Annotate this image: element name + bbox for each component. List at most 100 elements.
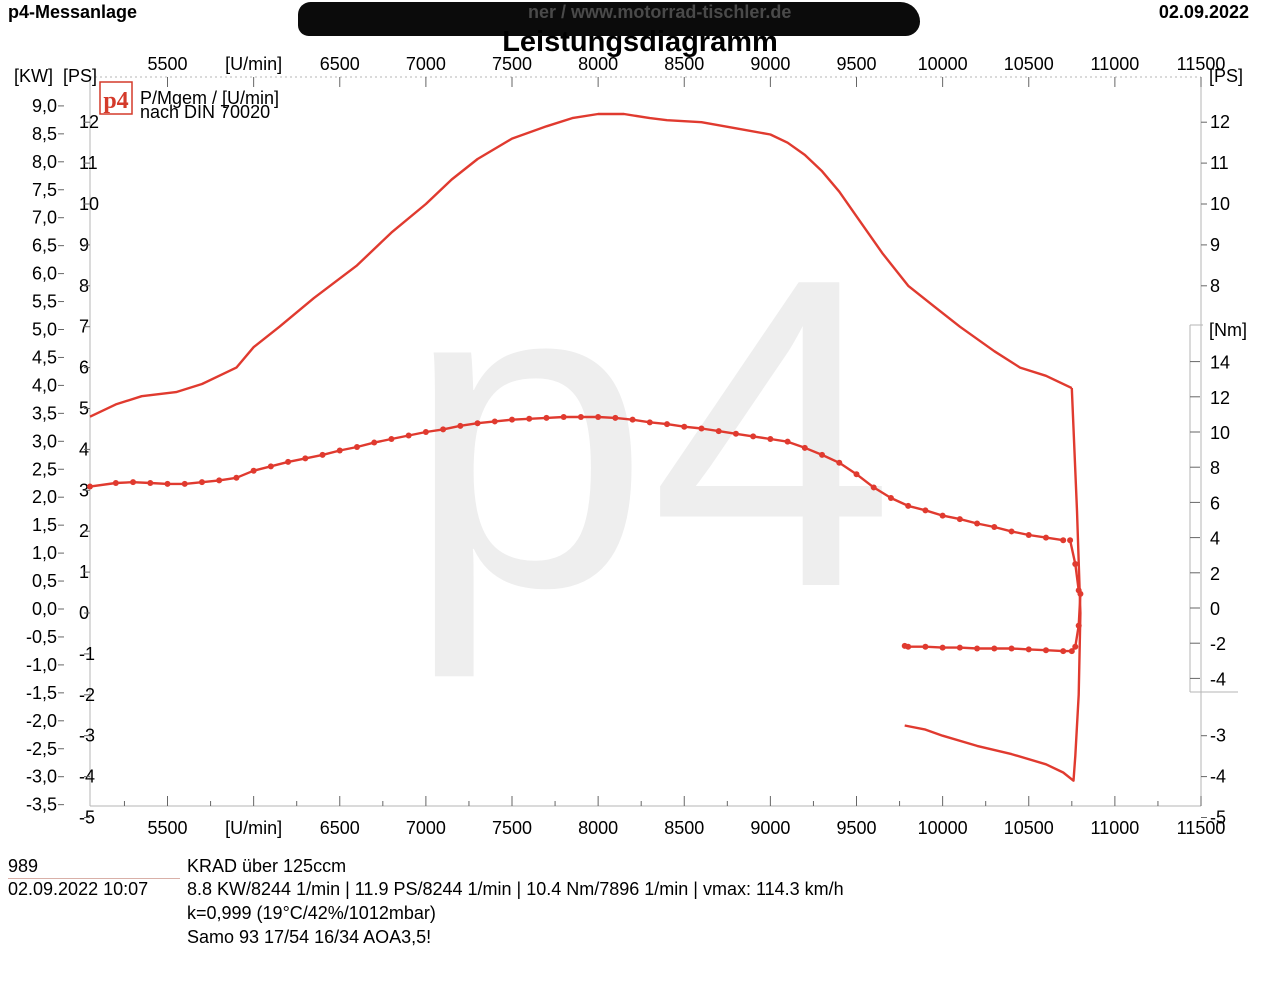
chart-title: Leistungsdiagramm bbox=[502, 26, 778, 58]
x-tick-label-top: 9500 bbox=[836, 54, 876, 74]
kw-tick-label: -1,0 bbox=[26, 655, 57, 675]
torque-runout-marker bbox=[1060, 648, 1067, 655]
torque-curve-marker bbox=[216, 477, 223, 484]
torque-curve-marker bbox=[147, 480, 154, 487]
kw-tick-label: 7,0 bbox=[32, 208, 57, 228]
kw-tick-label: 4,0 bbox=[32, 375, 57, 395]
x-tick-label-bottom: 11000 bbox=[1091, 818, 1140, 838]
kw-tick-label: 0,0 bbox=[32, 599, 57, 619]
nm-tick-label: 12 bbox=[1210, 388, 1230, 408]
torque-runout-marker bbox=[1008, 645, 1015, 652]
x-tick-label-top: 7000 bbox=[406, 54, 446, 74]
torque-runout-marker bbox=[974, 645, 981, 652]
torque-curve-marker bbox=[629, 416, 636, 423]
legend-line-2: nach DIN 70020 bbox=[140, 102, 270, 122]
torque-curve-marker bbox=[750, 433, 757, 440]
torque-runout-marker bbox=[1068, 648, 1075, 655]
nm-tick-label: 6 bbox=[1210, 493, 1220, 513]
ps-right-tick-label: -5 bbox=[1210, 808, 1226, 828]
nm-tick-label: 0 bbox=[1210, 599, 1220, 619]
ps-right-axis-unit: [PS] bbox=[1209, 66, 1243, 86]
x-tick-label-top: [U/min] bbox=[225, 54, 282, 74]
results-summary: 8.8 KW/8244 1/min | 11.9 PS/8244 1/min |… bbox=[187, 879, 844, 899]
run-timestamp: 02.09.2022 10:07 bbox=[8, 879, 149, 899]
kw-tick-label: 3,5 bbox=[32, 403, 57, 423]
redaction-bar: ner / www.motorrad-tischler.de bbox=[298, 2, 920, 36]
torque-curve-marker bbox=[353, 443, 360, 450]
torque-curve-marker bbox=[1025, 531, 1032, 538]
torque-curve-marker bbox=[543, 414, 550, 421]
ps-right-tick-label: 12 bbox=[1210, 112, 1230, 132]
torque-curve-marker bbox=[784, 438, 791, 445]
torque-curve-marker bbox=[698, 425, 705, 432]
correction-conditions: k=0,999 (19°C/42%/1012mbar) bbox=[187, 903, 436, 923]
kw-tick-label: 3,0 bbox=[32, 431, 57, 451]
kw-tick-label: -2,0 bbox=[26, 711, 57, 731]
torque-curve-marker bbox=[250, 467, 257, 474]
torque-curve-marker bbox=[336, 447, 343, 454]
run-id-underline bbox=[8, 878, 180, 879]
torque-curve-marker bbox=[233, 474, 240, 481]
power-runout-line bbox=[904, 388, 1082, 782]
torque-curve-marker bbox=[853, 471, 860, 478]
x-tick-label-top: 10500 bbox=[1004, 54, 1054, 74]
kw-tick-label: 4,5 bbox=[32, 347, 57, 367]
torque-curve-marker bbox=[732, 430, 739, 437]
torque-curve-marker bbox=[887, 495, 894, 501]
torque-runout-marker bbox=[939, 644, 946, 651]
kw-tick-label: 0,5 bbox=[32, 571, 57, 591]
nm-tick-label: 4 bbox=[1210, 529, 1220, 549]
x-tick-label-bottom: 10000 bbox=[918, 818, 968, 838]
torque-curve-marker bbox=[905, 502, 912, 509]
x-tick-label-bottom: [U/min] bbox=[225, 818, 282, 838]
torque-curve-marker bbox=[130, 479, 137, 486]
torque-curve-marker bbox=[595, 414, 602, 421]
torque-curve-marker bbox=[198, 479, 205, 486]
ps-right-tick-label: 8 bbox=[1210, 276, 1220, 296]
x-tick-label-bottom: 7000 bbox=[406, 818, 446, 838]
nm-tick-label: 2 bbox=[1210, 564, 1220, 584]
kw-tick-label: 1,5 bbox=[32, 515, 57, 535]
nm-tick-label: -2 bbox=[1210, 634, 1226, 654]
x-tick-label-bottom: 8000 bbox=[578, 818, 618, 838]
nm-tick-label: 8 bbox=[1210, 458, 1220, 478]
run-id: 989 bbox=[8, 856, 39, 876]
x-tick-label-bottom: 9500 bbox=[836, 818, 876, 838]
torque-curve-marker bbox=[87, 483, 93, 490]
torque-runout-marker bbox=[922, 643, 929, 650]
torque-curve-marker bbox=[319, 451, 326, 458]
torque-curve-marker bbox=[991, 524, 998, 531]
legend-logo-text: p4 bbox=[103, 88, 128, 114]
kw-tick-label: 7,5 bbox=[32, 180, 57, 200]
torque-curve-marker bbox=[939, 512, 946, 519]
x-tick-label-bottom: 10500 bbox=[1004, 818, 1054, 838]
torque-curve-marker bbox=[509, 416, 516, 423]
ps-right-tick-label: 9 bbox=[1210, 235, 1220, 255]
torque-curve-marker bbox=[560, 414, 567, 421]
x-tick-label-top: 7500 bbox=[492, 54, 532, 74]
x-tick-label-top: 11000 bbox=[1091, 54, 1140, 74]
torque-curve-marker bbox=[1060, 537, 1067, 544]
legend-line-1: P/Mgem / [U/min] bbox=[140, 88, 279, 108]
torque-curve-marker bbox=[664, 421, 671, 428]
nm-tick-label: 10 bbox=[1210, 423, 1230, 443]
torque-curve-marker bbox=[112, 480, 119, 487]
x-tick-label-top: 8500 bbox=[664, 54, 704, 74]
torque-curve-marker bbox=[440, 426, 447, 433]
power-curve-line bbox=[89, 112, 1073, 418]
torque-curve-marker bbox=[164, 480, 171, 487]
torque-curve-marker bbox=[371, 439, 378, 446]
redacted-website-text: ner / www.motorrad-tischler.de bbox=[528, 2, 792, 22]
torque-runout-marker bbox=[1077, 590, 1084, 597]
x-tick-label-bottom: 6500 bbox=[320, 818, 360, 838]
ps-right-tick-label: -4 bbox=[1210, 767, 1226, 787]
ps-right-tick-label: 11 bbox=[1210, 153, 1229, 173]
ps-right-tick-label: 10 bbox=[1210, 194, 1230, 214]
torque-curve-marker bbox=[922, 507, 929, 514]
torque-curve-marker bbox=[526, 415, 533, 422]
kw-tick-label: 6,0 bbox=[32, 264, 57, 284]
x-tick-label-top: 5500 bbox=[147, 54, 187, 74]
kw-tick-label: 5,0 bbox=[32, 320, 57, 340]
torque-curve-marker bbox=[870, 484, 877, 491]
torque-curve-marker bbox=[474, 420, 481, 427]
